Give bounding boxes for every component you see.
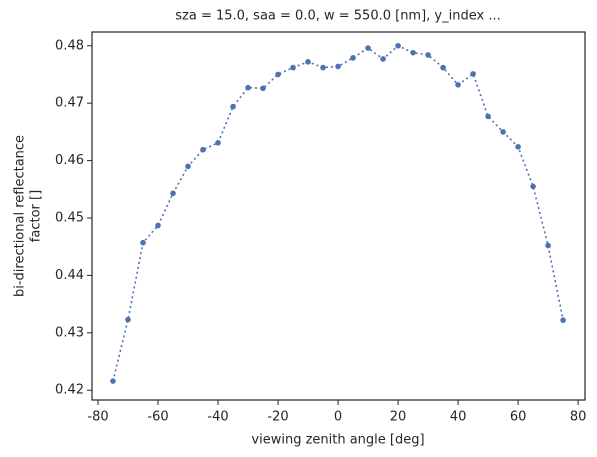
y-axis-label: factor [] bbox=[29, 190, 44, 242]
data-point bbox=[170, 190, 176, 197]
data-point bbox=[245, 84, 251, 91]
x-tick-label: -60 bbox=[147, 410, 168, 425]
y-tick-label: 0.46 bbox=[55, 153, 84, 168]
chart-title: sza = 15.0, saa = 0.0, w = 550.0 [nm], y… bbox=[175, 9, 500, 24]
y-tick-label: 0.48 bbox=[55, 38, 84, 53]
data-point bbox=[215, 140, 221, 146]
data-point bbox=[335, 63, 341, 70]
data-point bbox=[560, 317, 566, 323]
data-point bbox=[380, 56, 386, 62]
data-point bbox=[230, 103, 236, 110]
data-point bbox=[410, 49, 416, 56]
data-point bbox=[350, 55, 356, 61]
data-point bbox=[545, 242, 551, 249]
data-point bbox=[395, 42, 401, 49]
data-point bbox=[275, 71, 281, 78]
data-point bbox=[365, 45, 371, 51]
x-tick-label: 40 bbox=[450, 410, 467, 425]
data-point bbox=[470, 71, 476, 77]
data-point bbox=[500, 129, 506, 135]
data-point bbox=[530, 183, 536, 190]
y-tick-label: 0.47 bbox=[55, 96, 84, 111]
data-point bbox=[320, 64, 326, 71]
x-tick-label: -80 bbox=[87, 410, 108, 425]
x-tick-label: 0 bbox=[334, 410, 342, 425]
x-tick-label: 20 bbox=[390, 410, 407, 425]
x-tick-label: 60 bbox=[510, 410, 527, 425]
x-tick-label: 80 bbox=[570, 410, 587, 425]
x-axis-label: viewing zenith angle [deg] bbox=[251, 433, 424, 448]
x-tick-label: -20 bbox=[267, 410, 288, 425]
data-point bbox=[425, 52, 431, 58]
data-point bbox=[140, 239, 146, 246]
plot-frame bbox=[91, 31, 586, 401]
data-point bbox=[185, 163, 191, 170]
x-tick-label: -40 bbox=[207, 410, 228, 425]
data-point bbox=[260, 85, 266, 92]
data-point bbox=[125, 316, 131, 323]
y-tick-label: 0.43 bbox=[55, 325, 84, 340]
data-point bbox=[515, 144, 521, 150]
data-point bbox=[455, 82, 461, 88]
data-point bbox=[440, 64, 446, 71]
data-point bbox=[290, 64, 296, 71]
y-axis-label: bi-directional reflectance bbox=[13, 135, 28, 297]
data-point bbox=[200, 146, 206, 153]
data-point bbox=[155, 222, 161, 229]
data-line bbox=[112, 44, 564, 382]
y-tick-label: 0.44 bbox=[55, 268, 84, 283]
y-tick-label: 0.45 bbox=[55, 211, 84, 226]
data-point bbox=[305, 59, 311, 65]
data-point bbox=[485, 113, 491, 120]
data-point bbox=[110, 378, 116, 384]
y-tick-label: 0.42 bbox=[55, 383, 84, 398]
